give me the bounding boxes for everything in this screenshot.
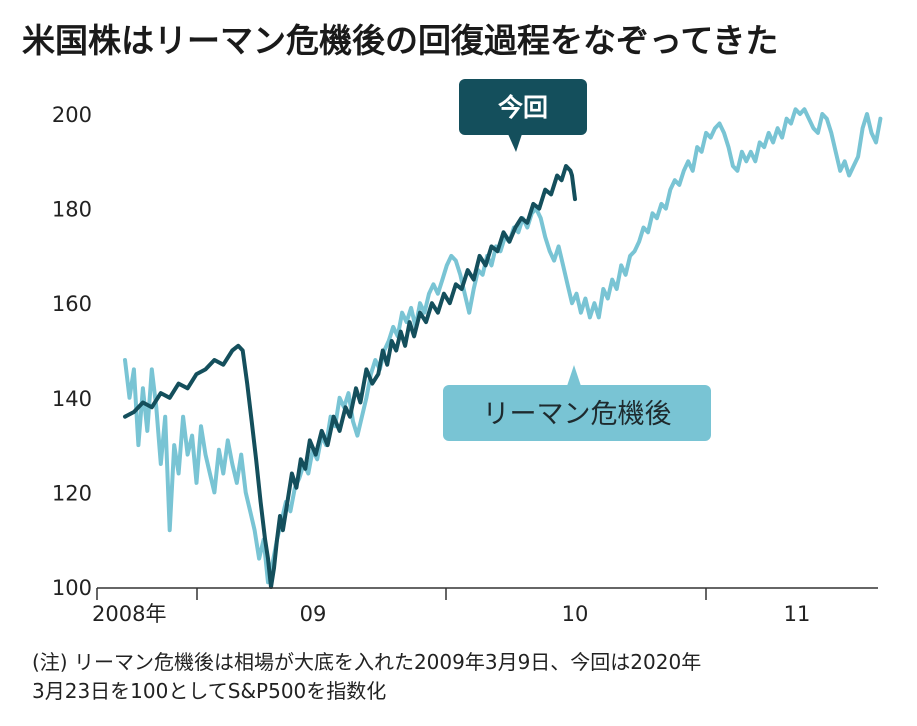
callout-lehman-pointer — [567, 365, 581, 386]
x-tick-label: 2008年 — [92, 602, 166, 626]
series-line-lehman — [123, 107, 883, 585]
footnote: (注) リーマン危機後は相場が大底を入れた2009年3月9日、今回は2020年 … — [32, 648, 701, 706]
callout-current-box — [459, 79, 587, 135]
y-tick-label: 120 — [52, 481, 92, 505]
series-line-current — [123, 164, 577, 589]
footnote-line-1: (注) リーマン危機後は相場が大底を入れた2009年3月9日、今回は2020年 — [32, 650, 702, 674]
callout-lehman-box — [443, 385, 711, 441]
series-layer — [123, 107, 883, 589]
footnote-line-2: 3月23日を100としてS&P500を指数化 — [32, 679, 387, 703]
x-tick-label: 09 — [300, 602, 327, 626]
callout-lehman-label: リーマン危機後 — [483, 399, 672, 430]
y-tick-label: 180 — [52, 198, 92, 222]
y-axis-ticks: 100 120 140 160 180 200 — [52, 103, 92, 600]
callout-current-pointer — [508, 134, 522, 152]
x-tick-label: 10 — [562, 602, 589, 626]
x-axis: 2008年 09 10 11 — [92, 587, 878, 626]
callout-current: 今回 — [459, 79, 587, 152]
y-tick-label: 140 — [52, 387, 92, 411]
y-tick-label: 200 — [52, 103, 92, 127]
callout-current-label: 今回 — [498, 93, 548, 122]
y-tick-label: 160 — [52, 292, 92, 316]
y-tick-label: 100 — [52, 576, 92, 600]
chart-title: 米国株はリーマン危機後の回復過程をなぞってきた — [22, 21, 779, 60]
callout-lehman: リーマン危機後 — [443, 365, 711, 441]
x-tick-label: 11 — [784, 602, 811, 626]
